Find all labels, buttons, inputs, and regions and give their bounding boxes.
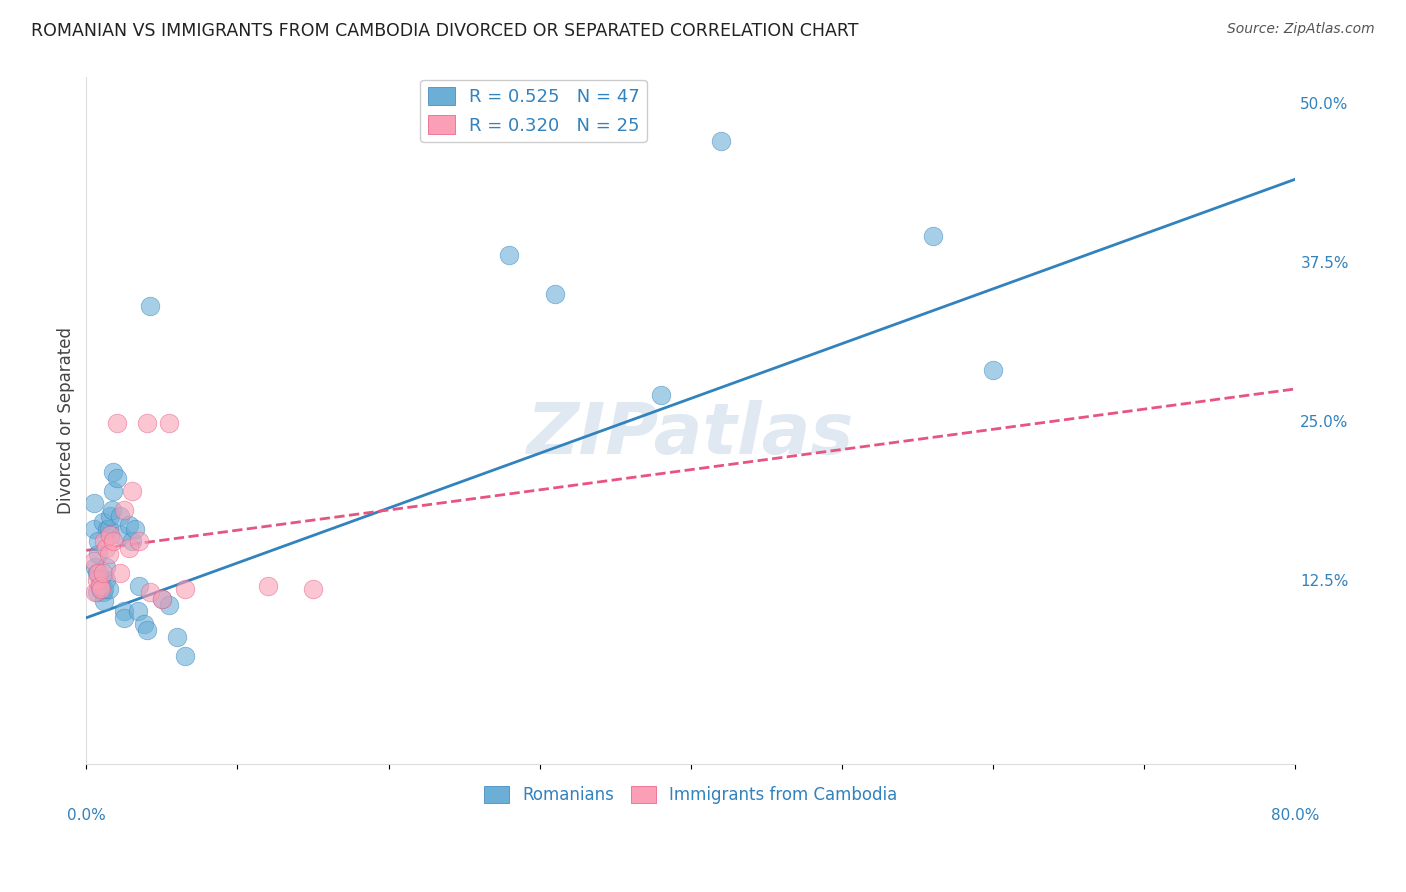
Text: ROMANIAN VS IMMIGRANTS FROM CAMBODIA DIVORCED OR SEPARATED CORRELATION CHART: ROMANIAN VS IMMIGRANTS FROM CAMBODIA DIV… bbox=[31, 22, 859, 40]
Point bbox=[93, 582, 115, 596]
Point bbox=[96, 522, 118, 536]
Y-axis label: Divorced or Separated: Divorced or Separated bbox=[58, 327, 75, 514]
Point bbox=[89, 579, 111, 593]
Point bbox=[139, 585, 162, 599]
Point bbox=[132, 617, 155, 632]
Point bbox=[105, 471, 128, 485]
Point bbox=[103, 534, 125, 549]
Point bbox=[86, 573, 108, 587]
Point bbox=[127, 604, 149, 618]
Point bbox=[650, 388, 672, 402]
Point bbox=[124, 522, 146, 536]
Point bbox=[121, 483, 143, 498]
Point bbox=[121, 534, 143, 549]
Point bbox=[94, 541, 117, 555]
Point bbox=[91, 516, 114, 530]
Point bbox=[112, 611, 135, 625]
Point bbox=[173, 648, 195, 663]
Point bbox=[128, 579, 150, 593]
Point bbox=[112, 604, 135, 618]
Point bbox=[87, 534, 110, 549]
Point bbox=[94, 560, 117, 574]
Point bbox=[110, 528, 132, 542]
Text: 0.0%: 0.0% bbox=[67, 808, 105, 823]
Point bbox=[103, 483, 125, 498]
Point bbox=[498, 248, 520, 262]
Point bbox=[117, 541, 139, 555]
Point bbox=[128, 534, 150, 549]
Point bbox=[91, 566, 114, 581]
Point bbox=[135, 624, 157, 638]
Point bbox=[84, 585, 107, 599]
Point bbox=[101, 502, 124, 516]
Point bbox=[97, 582, 120, 596]
Legend: Romanians, Immigrants from Cambodia: Romanians, Immigrants from Cambodia bbox=[478, 779, 904, 811]
Point bbox=[87, 547, 110, 561]
Point bbox=[91, 585, 114, 599]
Point bbox=[94, 573, 117, 587]
Point bbox=[97, 522, 120, 536]
Point bbox=[157, 416, 180, 430]
Point bbox=[166, 630, 188, 644]
Point bbox=[150, 591, 173, 606]
Point bbox=[93, 594, 115, 608]
Point bbox=[86, 585, 108, 599]
Point bbox=[544, 286, 567, 301]
Point bbox=[256, 579, 278, 593]
Point bbox=[105, 416, 128, 430]
Point bbox=[921, 229, 943, 244]
Text: Source: ZipAtlas.com: Source: ZipAtlas.com bbox=[1227, 22, 1375, 37]
Point bbox=[117, 518, 139, 533]
Point bbox=[157, 598, 180, 612]
Point bbox=[173, 582, 195, 596]
Point bbox=[108, 566, 131, 581]
Point bbox=[100, 509, 122, 524]
Point bbox=[139, 299, 162, 313]
Text: 80.0%: 80.0% bbox=[1271, 808, 1320, 823]
Point bbox=[100, 528, 122, 542]
Point bbox=[90, 579, 112, 593]
Point bbox=[90, 582, 112, 596]
Point bbox=[135, 416, 157, 430]
Point bbox=[302, 582, 325, 596]
Point bbox=[89, 576, 111, 591]
Point bbox=[710, 134, 733, 148]
Point bbox=[89, 582, 111, 596]
Point bbox=[981, 363, 1004, 377]
Point bbox=[150, 591, 173, 606]
Point bbox=[112, 502, 135, 516]
Point bbox=[83, 496, 105, 510]
Point bbox=[108, 509, 131, 524]
Point bbox=[84, 560, 107, 574]
Point bbox=[83, 553, 105, 567]
Point bbox=[86, 566, 108, 581]
Point bbox=[90, 573, 112, 587]
Point bbox=[87, 566, 110, 581]
Point bbox=[103, 465, 125, 479]
Point bbox=[93, 534, 115, 549]
Point bbox=[97, 547, 120, 561]
Point bbox=[83, 522, 105, 536]
Text: ZIPatlas: ZIPatlas bbox=[527, 400, 855, 469]
